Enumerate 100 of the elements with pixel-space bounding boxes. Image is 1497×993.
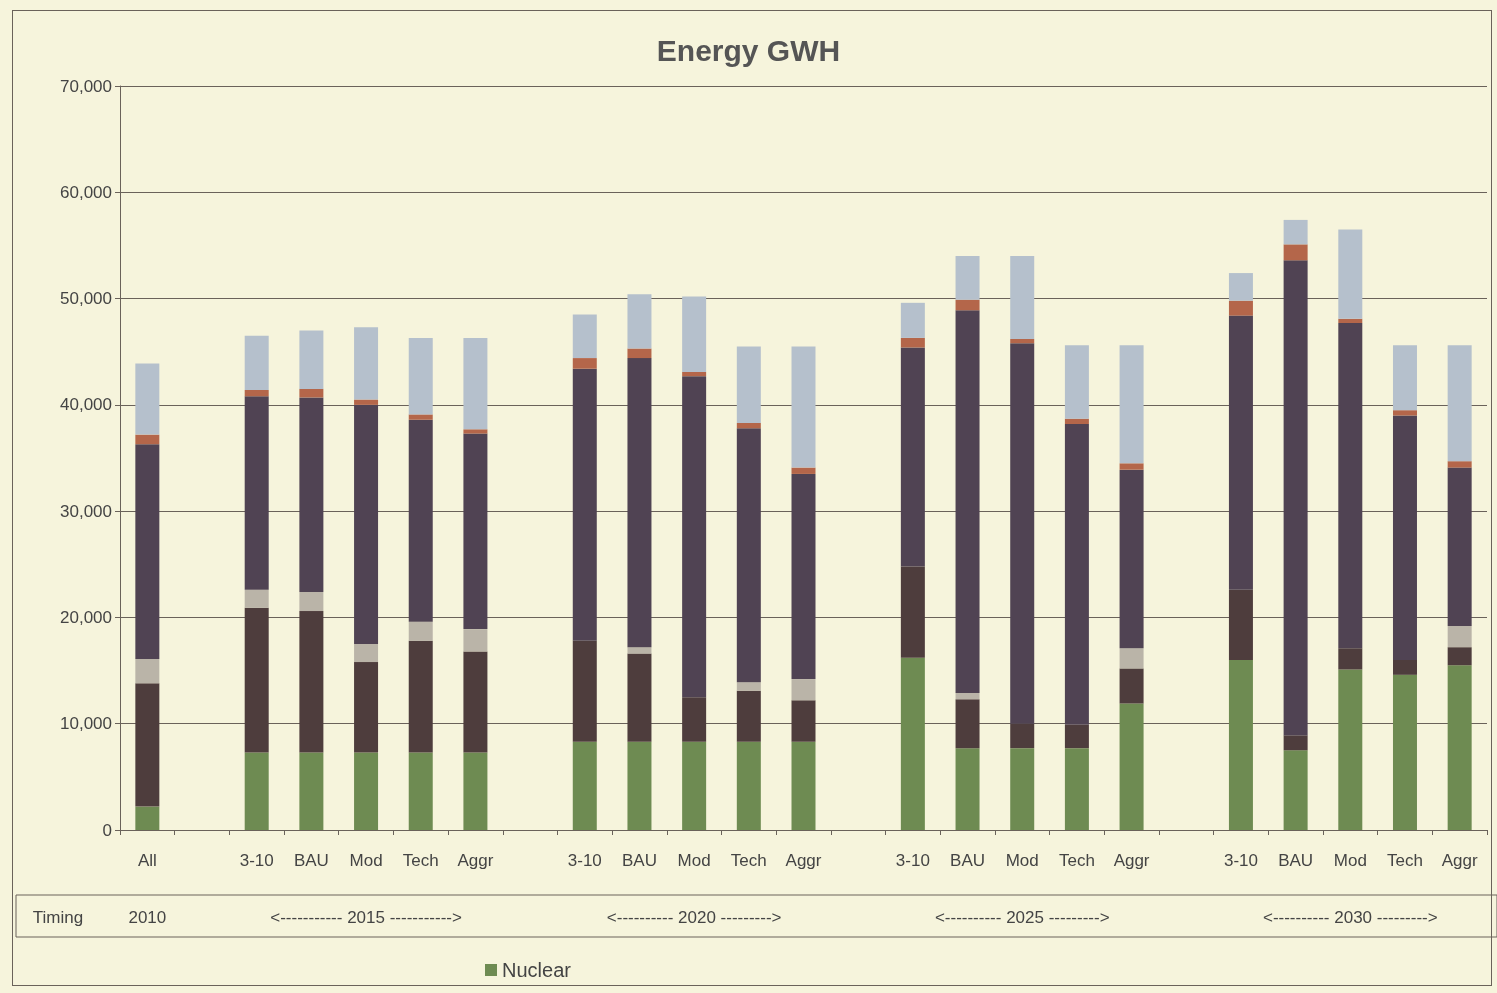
bar	[572, 314, 597, 359]
text: <----------- 2015 ----------->	[270, 907, 462, 927]
bar	[1010, 723, 1035, 749]
x-tick-label: All	[137, 851, 157, 870]
bar	[900, 302, 925, 338]
x-tick-label: BAU	[950, 851, 986, 870]
bar	[736, 741, 761, 830]
bar	[791, 467, 816, 474]
bar	[791, 700, 816, 742]
y-tick-label: 20,000	[60, 607, 112, 627]
text: <---------- 2030 --------->	[1262, 907, 1438, 927]
bar	[299, 752, 324, 830]
bar	[791, 679, 816, 701]
bar	[682, 741, 707, 830]
bar	[682, 697, 707, 742]
text: <---------- 2025 --------->	[934, 907, 1110, 927]
bar	[682, 371, 707, 377]
x-tick-label: 3-10	[895, 851, 930, 870]
bar	[463, 629, 488, 652]
x-tick-label: BAU	[1278, 851, 1314, 870]
bar	[1283, 219, 1308, 245]
y-tick-label: 40,000	[60, 395, 112, 415]
bar	[1228, 659, 1253, 830]
bar	[955, 299, 980, 311]
x-tick-label: Tech	[730, 851, 767, 870]
bar	[408, 752, 433, 830]
bar	[791, 473, 816, 680]
bar	[900, 347, 925, 567]
bar	[354, 327, 379, 400]
y-tick-label: 50,000	[60, 289, 112, 309]
y-tick-label: 0	[102, 820, 112, 840]
bar	[627, 348, 652, 359]
bar	[1119, 463, 1144, 470]
x-tick-label: BAU	[293, 851, 329, 870]
bar	[1338, 323, 1363, 649]
bar	[463, 429, 488, 434]
bar	[1392, 659, 1417, 675]
bar	[1228, 315, 1253, 590]
bar	[135, 683, 160, 807]
bar	[1228, 273, 1253, 301]
bar	[627, 647, 652, 654]
bar	[736, 422, 761, 429]
bar	[354, 404, 379, 644]
x-tick-label: Mod	[1333, 851, 1367, 870]
bar	[572, 640, 597, 742]
bar	[955, 692, 980, 700]
bar	[135, 363, 160, 435]
bar	[1119, 648, 1144, 669]
bar	[900, 657, 925, 830]
bar	[463, 651, 488, 753]
x-tick-label: BAU	[621, 851, 657, 870]
text: Timing	[32, 907, 84, 927]
bar	[1119, 668, 1144, 704]
bar	[244, 589, 269, 608]
bar	[135, 444, 160, 659]
bar	[955, 699, 980, 749]
bar	[1283, 260, 1308, 736]
bar	[1064, 345, 1089, 419]
x-tick-label: Tech	[1058, 851, 1095, 870]
bar	[299, 388, 324, 398]
bar	[1228, 300, 1253, 316]
bar	[682, 376, 707, 698]
bar	[1010, 748, 1035, 830]
bar	[1010, 343, 1035, 724]
bar	[1283, 244, 1308, 261]
x-tick-label: Aggr	[1113, 851, 1150, 870]
x-tick-label: Mod	[1005, 851, 1039, 870]
bar	[736, 346, 761, 423]
bar	[682, 296, 707, 372]
bar	[408, 337, 433, 415]
bar	[1010, 256, 1035, 339]
bar	[1338, 229, 1363, 319]
bar	[299, 330, 324, 389]
bar	[1447, 467, 1472, 626]
x-tick-label: Mod	[349, 851, 383, 870]
bar	[736, 428, 761, 683]
bar	[627, 358, 652, 648]
text: 2010	[128, 907, 167, 927]
bar	[1447, 665, 1472, 830]
bar	[1338, 669, 1363, 830]
bar	[1392, 410, 1417, 416]
x-tick-label: 3-10	[1223, 851, 1258, 870]
bar	[354, 662, 379, 753]
y-tick-label: 10,000	[60, 714, 112, 734]
bar	[736, 682, 761, 691]
bar	[1064, 748, 1089, 830]
bar	[900, 337, 925, 348]
x-tick-label: 3-10	[567, 851, 602, 870]
bar	[1392, 674, 1417, 830]
bar	[244, 607, 269, 753]
bar	[627, 294, 652, 349]
bar	[1338, 648, 1363, 670]
bar	[627, 653, 652, 742]
bar	[1283, 735, 1308, 751]
x-tick-label: Aggr	[1441, 851, 1478, 870]
bar	[354, 399, 379, 405]
bar	[408, 419, 433, 622]
bar	[955, 748, 980, 830]
bar	[1119, 469, 1144, 649]
bar	[299, 397, 324, 592]
